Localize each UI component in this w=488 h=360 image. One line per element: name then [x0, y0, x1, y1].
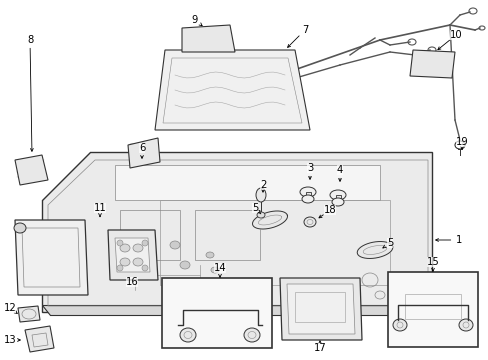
Text: 2: 2	[259, 180, 265, 190]
Polygon shape	[115, 165, 379, 200]
Polygon shape	[409, 50, 454, 78]
Polygon shape	[15, 155, 48, 185]
Ellipse shape	[117, 265, 123, 271]
Text: 9: 9	[191, 15, 198, 25]
Ellipse shape	[392, 319, 406, 331]
Text: 15: 15	[426, 257, 439, 267]
Text: 12: 12	[3, 303, 16, 313]
Polygon shape	[15, 220, 88, 295]
Text: 13: 13	[4, 335, 16, 345]
Polygon shape	[108, 230, 158, 280]
Text: 3: 3	[306, 163, 312, 173]
Ellipse shape	[142, 265, 148, 271]
Bar	[294, 292, 345, 322]
Ellipse shape	[117, 240, 123, 246]
Ellipse shape	[133, 244, 142, 252]
Ellipse shape	[120, 258, 130, 266]
Text: 10: 10	[449, 30, 461, 40]
Polygon shape	[115, 238, 150, 272]
Ellipse shape	[210, 267, 219, 273]
Bar	[305, 192, 310, 200]
Text: 19: 19	[455, 137, 468, 147]
Bar	[22, 163, 42, 178]
Text: 1: 1	[455, 235, 461, 245]
Ellipse shape	[329, 190, 346, 200]
Polygon shape	[357, 242, 392, 258]
Ellipse shape	[458, 319, 472, 331]
Ellipse shape	[257, 212, 264, 218]
Text: 5: 5	[386, 238, 392, 248]
Polygon shape	[182, 25, 235, 52]
Text: 18: 18	[323, 205, 336, 215]
Ellipse shape	[180, 328, 196, 342]
Ellipse shape	[304, 217, 315, 227]
Ellipse shape	[133, 258, 142, 266]
Text: 6: 6	[139, 143, 145, 153]
Polygon shape	[128, 138, 160, 168]
Ellipse shape	[205, 252, 214, 258]
Polygon shape	[155, 50, 309, 130]
Ellipse shape	[244, 328, 260, 342]
Bar	[404, 294, 460, 319]
Ellipse shape	[142, 240, 148, 246]
Polygon shape	[25, 326, 54, 352]
Ellipse shape	[256, 188, 265, 202]
Text: 16: 16	[125, 277, 138, 287]
Polygon shape	[280, 278, 361, 340]
Polygon shape	[286, 284, 354, 334]
Polygon shape	[42, 305, 431, 315]
Ellipse shape	[170, 241, 180, 249]
Text: 11: 11	[93, 203, 106, 213]
Bar	[387, 272, 477, 347]
Ellipse shape	[180, 261, 190, 269]
Ellipse shape	[299, 187, 315, 197]
Text: 14: 14	[213, 263, 226, 273]
Polygon shape	[252, 211, 287, 229]
Bar	[335, 195, 340, 203]
Polygon shape	[18, 306, 40, 322]
Ellipse shape	[120, 244, 130, 252]
Ellipse shape	[331, 198, 343, 206]
Text: 5: 5	[251, 203, 258, 213]
Ellipse shape	[302, 195, 313, 203]
Text: 7: 7	[301, 25, 307, 35]
Text: 4: 4	[336, 165, 343, 175]
Bar	[162, 278, 271, 348]
Text: 17: 17	[313, 343, 325, 353]
Ellipse shape	[14, 223, 26, 233]
Polygon shape	[42, 152, 431, 312]
Text: 8: 8	[27, 35, 33, 45]
